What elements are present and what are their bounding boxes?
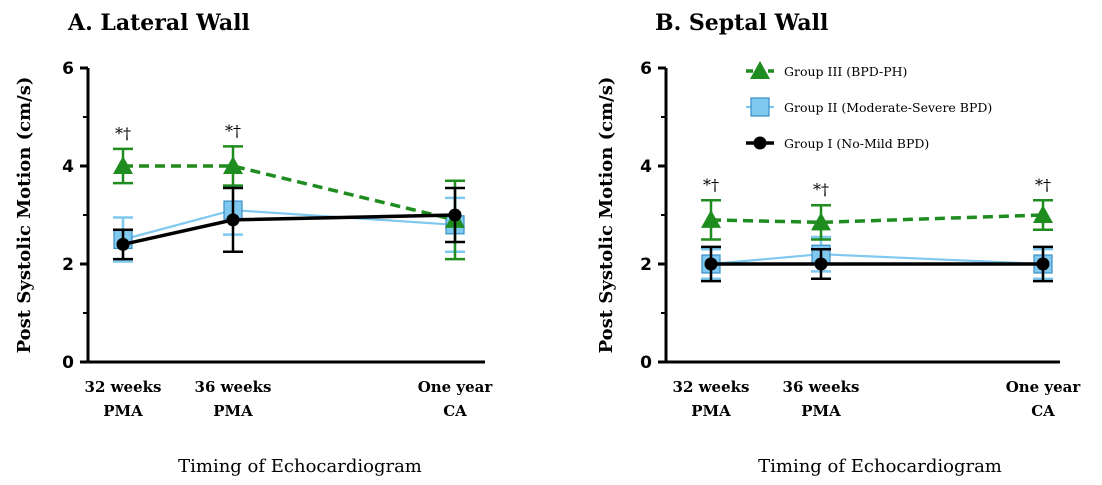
data-point-circle — [226, 213, 240, 227]
x-tick-label: CA — [443, 402, 467, 420]
x-tick-label: PMA — [103, 402, 143, 420]
x-tick-label: One year — [418, 378, 494, 396]
significance-marker: *† — [115, 124, 131, 143]
data-point-triangle — [1033, 205, 1053, 223]
legend-item: Group I (No-Mild BPD) — [746, 136, 929, 151]
legend-label: Group II (Moderate-Severe BPD) — [784, 100, 992, 115]
x-axis-label: Timing of Echocardiogram — [178, 456, 422, 477]
x-tick-label: 32 weeks — [673, 378, 750, 396]
series-group3 — [701, 199, 1053, 241]
y-tick-label: 6 — [640, 59, 652, 79]
data-point-circle — [116, 237, 130, 251]
data-point-triangle — [701, 209, 721, 228]
x-tick-label: 32 weeks — [85, 378, 162, 396]
y-axis-label: Post Systolic Motion (cm/s) — [596, 77, 617, 354]
x-axis-label: Timing of Echocardiogram — [758, 456, 1002, 477]
data-point-triangle — [223, 156, 243, 174]
chart-panel-a: A. Lateral Wall 0 2 4 6 Post Systolic Motion … — [14, 10, 493, 477]
y-tick-label: 2 — [62, 255, 74, 275]
legend-item: Group II (Moderate-Severe BPD) — [746, 97, 992, 117]
data-point-triangle — [811, 212, 831, 231]
x-tick-label: PMA — [801, 402, 841, 420]
y-tick-label: 4 — [62, 157, 74, 177]
x-tick-label: 36 weeks — [783, 378, 860, 396]
significance-marker: *† — [225, 121, 241, 140]
significance-marker: *† — [703, 175, 719, 194]
series-group1 — [113, 186, 465, 261]
x-tick-label: 36 weeks — [195, 378, 272, 396]
legend-marker-square — [750, 97, 770, 117]
data-point-circle — [1036, 257, 1050, 271]
x-tick-label: CA — [1031, 402, 1055, 420]
legend-label: Group III (BPD-PH) — [784, 64, 907, 79]
legend-marker-triangle — [750, 61, 770, 79]
y-tick-label: 0 — [640, 353, 652, 373]
y-axis-label: Post Systolic Motion (cm/s) — [14, 77, 35, 354]
series-group3 — [113, 145, 465, 261]
y-tick-label: 0 — [62, 353, 74, 373]
x-tick-label: One year — [1006, 378, 1082, 396]
y-tick-label: 6 — [62, 59, 74, 79]
legend-item: Group III (BPD-PH) — [746, 61, 907, 79]
panel-title: A. Lateral Wall — [67, 10, 250, 36]
y-tick-label: 2 — [640, 255, 652, 275]
legend-label: Group I (No-Mild BPD) — [784, 136, 929, 151]
series-group2 — [113, 184, 465, 263]
data-point-triangle — [113, 156, 133, 174]
x-tick-label: PMA — [691, 402, 731, 420]
chart-panel-b: B. Septal Wall 0 2 4 6 Post Systolic Motion (… — [596, 10, 1081, 477]
series-group1 — [701, 245, 1053, 283]
series-line — [710, 213, 1044, 225]
data-point-circle — [704, 257, 718, 271]
significance-marker: *† — [1035, 175, 1051, 194]
significance-marker: *† — [813, 180, 829, 199]
series-line — [123, 164, 456, 222]
data-point-circle — [448, 208, 462, 222]
panel-title: B. Septal Wall — [655, 10, 828, 36]
series-group2 — [701, 235, 1053, 280]
series-line — [122, 213, 456, 247]
data-point-circle — [814, 257, 828, 271]
legend-marker-circle — [753, 136, 767, 150]
x-tick-label: PMA — [213, 402, 253, 420]
legend: Group III (BPD-PH) Group II (Moderate-Sev… — [746, 61, 992, 151]
y-tick-label: 4 — [640, 157, 652, 177]
